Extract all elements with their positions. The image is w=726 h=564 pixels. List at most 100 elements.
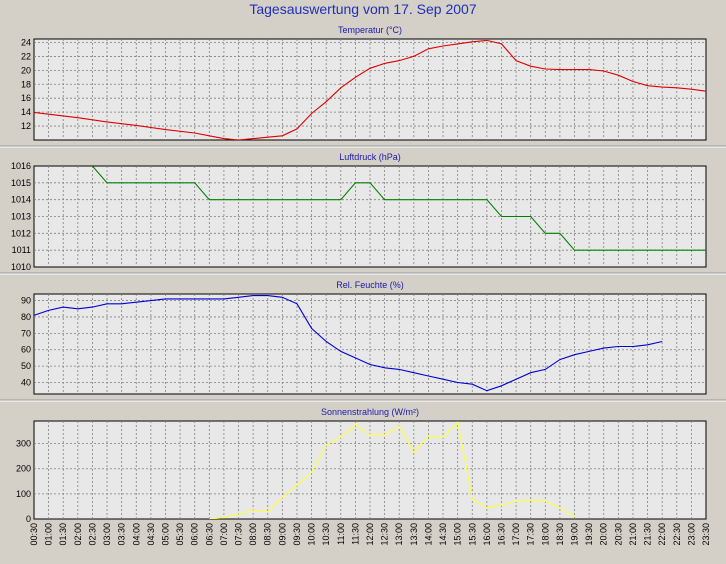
chart-panel-3: Rel. Feuchte (%) 40 50 60 70 80 90 (0, 280, 726, 402)
grid-vertical (48, 421, 692, 519)
y-tick-label: 14 (21, 107, 31, 117)
data-point (720, 93, 721, 94)
data-point (486, 390, 487, 391)
data-point (33, 315, 34, 316)
x-tick-label: 11:30 (350, 523, 360, 545)
data-point (209, 298, 210, 299)
x-tick-label: 01:30 (58, 523, 68, 546)
data-point (472, 498, 473, 499)
x-tick-label: 05:30 (175, 523, 185, 546)
data-point (472, 41, 473, 42)
data-point (106, 182, 107, 183)
y-tick-label: 22 (21, 51, 31, 61)
data-point (705, 250, 706, 251)
x-tick-label: 19:00 (570, 523, 580, 546)
series-line (34, 295, 663, 392)
x-tick-label: 14:30 (438, 523, 448, 546)
data-point (136, 125, 137, 126)
data-point (691, 89, 692, 90)
y-tick-label: 12 (21, 121, 31, 131)
x-tick-label: 23:00 (686, 523, 696, 546)
x-axis-time-labels: 00:30 01:00 01:30 02:00 02:30 03:00 03:30 04:00… (29, 523, 711, 546)
data-point (515, 60, 516, 61)
page-title: Tagesauswertung vom 17. Sep 2007 (249, 1, 476, 17)
data-point (442, 379, 443, 380)
data-point (340, 199, 341, 200)
data-point (501, 385, 502, 386)
x-tick-label: 15:00 (453, 523, 463, 546)
y-tick-label: 1015 (11, 178, 31, 188)
series-line (209, 421, 575, 519)
x-tick-label: 17:30 (526, 523, 536, 546)
data-point (194, 298, 195, 299)
data-point (92, 165, 93, 166)
x-tick-label: 20:30 (613, 523, 623, 546)
y-axis: 0 100 200 300 (16, 439, 706, 524)
data-point (399, 60, 400, 61)
data-point (486, 40, 487, 41)
data-point (515, 501, 516, 502)
data-point (238, 139, 239, 140)
x-tick-label: 12:00 (365, 523, 375, 546)
x-tick-label: 12:30 (380, 523, 390, 546)
data-point (267, 511, 268, 512)
y-axis: 12 14 16 18 20 22 24 (21, 37, 706, 131)
x-tick-label: 18:00 (540, 523, 550, 546)
y-tick-label: 1011 (12, 245, 31, 255)
x-tick-label: 04:00 (131, 523, 141, 546)
data-point (209, 518, 210, 519)
data-point (282, 497, 283, 498)
data-point (311, 472, 312, 473)
data-point (384, 63, 385, 64)
data-point (48, 310, 49, 311)
data-point (428, 48, 429, 49)
x-tick-label: 01:00 (44, 523, 54, 546)
data-point (165, 298, 166, 299)
data-point (574, 69, 575, 70)
data-point (238, 297, 239, 298)
chart-title-2: Luftdruck (hPa) (339, 152, 401, 162)
data-point (238, 513, 239, 514)
data-point (501, 43, 502, 44)
chart-title-1: Temperatur (°C) (338, 25, 402, 35)
chart-title-3: Rel. Feuchte (%) (336, 280, 404, 290)
data-point (267, 295, 268, 296)
y-tick-label: 1014 (11, 195, 31, 205)
x-tick-label: 21:30 (643, 523, 653, 546)
data-point (355, 182, 356, 183)
data-point (165, 129, 166, 130)
x-tick-label: 08:30 (263, 523, 273, 546)
data-point (603, 70, 604, 71)
data-point (559, 233, 560, 234)
data-point (223, 138, 224, 139)
x-tick-label: 22:00 (657, 523, 667, 546)
data-point (179, 298, 180, 299)
x-tick-label: 21:00 (628, 523, 638, 546)
data-point (311, 328, 312, 329)
x-tick-label: 09:30 (292, 523, 302, 546)
data-point (326, 101, 327, 102)
data-point (486, 507, 487, 508)
y-axis: 1010 1011 1012 1013 1014 1015 1016 (11, 161, 706, 272)
data-point (326, 341, 327, 342)
y-tick-label: 18 (21, 79, 31, 89)
data-point (223, 298, 224, 299)
data-point (326, 444, 327, 445)
data-point (662, 86, 663, 87)
data-point (340, 437, 341, 438)
data-point (19, 316, 20, 317)
data-point (77, 117, 78, 118)
x-tick-label: 06:30 (204, 523, 214, 546)
y-tick-label: 90 (21, 296, 31, 306)
y-tick-label: 50 (21, 361, 31, 371)
data-point (720, 266, 721, 267)
data-point (603, 347, 604, 348)
y-tick-label: 60 (21, 345, 31, 355)
data-point (253, 295, 254, 296)
x-tick-label: 10:30 (321, 523, 331, 546)
y-tick-label: 1016 (11, 161, 31, 171)
x-tick-label: 06:00 (190, 523, 200, 546)
x-tick-label: 08:00 (248, 523, 258, 546)
data-point (486, 199, 487, 200)
